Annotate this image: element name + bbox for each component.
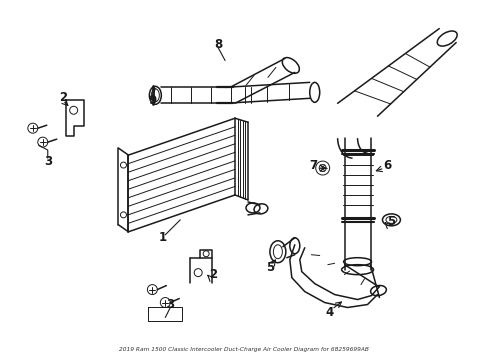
Text: 7: 7 [309, 158, 317, 172]
Text: 3: 3 [43, 154, 52, 167]
Text: 3: 3 [166, 298, 174, 311]
Text: 2: 2 [59, 91, 67, 104]
Text: 5: 5 [386, 215, 395, 228]
Text: 2: 2 [209, 268, 217, 281]
Text: 6: 6 [383, 158, 391, 172]
Text: 4: 4 [325, 306, 333, 319]
Text: 2019 Ram 1500 Classic Intercooler Duct-Charge Air Cooler Diagram for 68259699AB: 2019 Ram 1500 Classic Intercooler Duct-C… [119, 347, 368, 352]
Text: 5: 5 [265, 261, 273, 274]
Text: 8: 8 [214, 38, 222, 51]
Text: 1: 1 [158, 231, 166, 244]
Text: 9: 9 [148, 94, 156, 107]
